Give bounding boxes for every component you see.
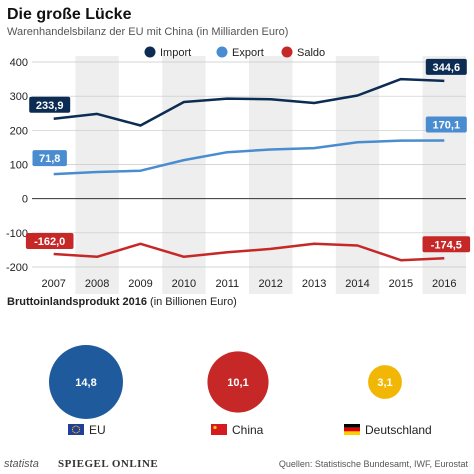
china-flag-star [213, 425, 217, 430]
eu-flag-star [73, 425, 75, 428]
x-tick-label: 2014 [345, 278, 369, 290]
x-tick-label: 2008 [85, 278, 109, 290]
germany-flag-gold [344, 431, 360, 435]
y-tick-label: -100 [6, 228, 28, 240]
eu-flag-star [72, 427, 74, 429]
data-label-saldo-first: -162,0 [34, 236, 65, 248]
gdp-title: Bruttoinlandsprodukt 2016 [7, 296, 147, 308]
y-tick-label: 100 [10, 160, 28, 172]
legend-label-export: Export [232, 47, 264, 59]
data-label-export-last-box [425, 116, 467, 133]
germany-flag-icon [344, 424, 360, 428]
column-band [162, 56, 206, 294]
legend-marker-export [216, 46, 228, 58]
chart-title: Die große Lücke [7, 6, 132, 23]
data-label-saldo-first-box [25, 233, 74, 250]
series-line-saldo [53, 242, 445, 262]
legend-label-saldo: Saldo [297, 47, 325, 59]
column-band [249, 56, 293, 294]
data-label-saldo-last: -174,5 [431, 239, 462, 251]
column-band [422, 56, 466, 294]
eu-flag-star [71, 428, 74, 431]
statista-logo[interactable]: statista [4, 458, 39, 470]
gdp-label-china: China [232, 423, 264, 437]
series-line-export [53, 139, 445, 176]
source-note: Quellen: Statistische Bundesamt, IWF, Eu… [278, 459, 468, 469]
eu-flag-star [75, 432, 77, 434]
gdp-unit: (in Billionen Euro) [150, 296, 237, 308]
y-tick-label: 200 [10, 125, 28, 137]
column-band [75, 56, 119, 294]
germany-flag-red [344, 427, 360, 432]
x-tick-label: 2010 [172, 278, 196, 290]
series-line-import [53, 77, 445, 127]
y-tick-label: 300 [10, 91, 28, 103]
eu-flag-star [78, 430, 80, 432]
eu-flag-star [77, 425, 79, 428]
y-tick-label: 0 [22, 194, 28, 206]
gdp-section-title: Bruttoinlandsprodukt 2016 (in Billionen … [7, 296, 237, 308]
data-label-import-first-box [29, 96, 71, 113]
x-tick-label: 2013 [302, 278, 326, 290]
gdp-bubble-deutschland [368, 365, 402, 399]
data-label-export-first-box [32, 150, 67, 167]
gdp-bubble-china [207, 351, 269, 413]
eu-flag-star [77, 431, 79, 434]
data-label-saldo-last-box [422, 236, 471, 253]
y-tick-label: 400 [10, 57, 28, 69]
data-label-export-last: 170,1 [433, 120, 461, 132]
data-label-import-last-box [425, 58, 467, 75]
legend-label-import: Import [160, 47, 191, 59]
x-tick-label: 2012 [258, 278, 282, 290]
data-label-export-first: 71,8 [39, 153, 60, 165]
gdp-label-eu: EU [89, 423, 106, 437]
x-tick-label: 2015 [389, 278, 413, 290]
data-label-import-first: 233,9 [36, 100, 64, 112]
gdp-value-deutschland: 3,1 [377, 377, 392, 389]
legend-marker-saldo [281, 46, 293, 58]
data-label-import-last: 344,6 [433, 62, 461, 74]
eu-flag-star [73, 431, 75, 434]
eu-flag-icon [68, 424, 84, 435]
gdp-label-deutschland: Deutschland [365, 423, 432, 437]
eu-flag-star [78, 428, 81, 431]
x-tick-label: 2007 [41, 278, 65, 290]
gdp-bubble-eu [49, 345, 123, 419]
legend-marker-import [144, 46, 156, 58]
column-band [335, 56, 380, 294]
eu-flag-star [75, 425, 77, 427]
footer: statista SPIEGEL ONLINE Quellen: Statist… [0, 456, 474, 474]
chart-subtitle: Warenhandelsbilanz der EU mit China (in … [7, 26, 289, 38]
gdp-value-eu: 14,8 [75, 377, 96, 389]
china-flag-icon [211, 424, 227, 435]
y-tick-label: -200 [6, 262, 28, 274]
x-tick-label: 2011 [215, 278, 239, 290]
spiegel-online-logo[interactable]: SPIEGEL ONLINE [58, 458, 159, 470]
eu-flag-star [78, 427, 80, 429]
gdp-value-china: 10,1 [227, 377, 248, 389]
eu-flag-star [72, 430, 74, 432]
x-tick-label: 2009 [128, 278, 152, 290]
x-tick-label: 2016 [432, 278, 456, 290]
